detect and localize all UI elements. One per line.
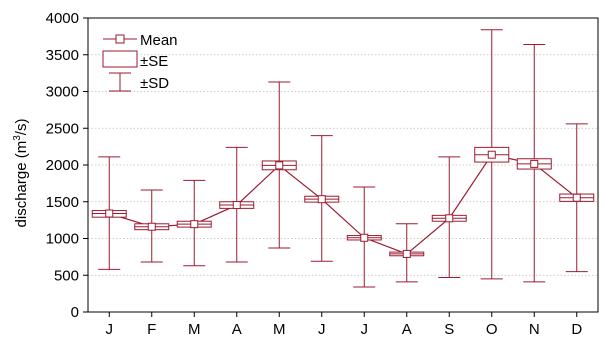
mean-marker [487,150,496,159]
y-axis-title: discharge (m3/s) [12,119,30,228]
y-tick-label-0: 0 [71,304,79,321]
y-tick-label-2: 1000 [46,231,79,248]
box-marks [91,29,595,288]
y-tick-label-7: 3500 [46,47,79,64]
month-3 [219,146,255,263]
mean-marker [105,209,114,218]
month-4 [261,81,297,249]
x-tick-label-11: D [571,321,582,338]
gridlines [88,54,598,276]
x-tick-label-9: O [486,321,498,338]
month-8 [431,156,467,278]
x-tick-label-7: A [402,321,412,338]
mean-marker [445,214,454,223]
legend-mean-marker [115,34,125,44]
legend: Mean ±SE ±SD [102,32,178,92]
mean-marker [232,201,241,210]
y-axis-title-superscript: 3 [12,135,23,141]
x-tick-label-2: M [188,321,201,338]
y-tick-label-5: 2500 [46,120,79,137]
x-tick-label-8: S [444,321,454,338]
x-tick-label-5: J [318,321,326,338]
month-10 [516,43,552,283]
month-0 [91,156,127,270]
mean-marker [402,249,411,258]
month-9 [474,29,510,280]
mean-marker [317,195,326,204]
y-axis: 0 500 1000 1500 2000 2500 3000 3500 4000 [46,10,88,321]
y-tick-label-4: 2000 [46,157,79,174]
month-1 [134,189,170,263]
x-tick-label-4: M [273,321,286,338]
mean-marker [190,220,199,229]
legend-se-label: ±SE [140,53,168,70]
y-tick-label-8: 4000 [46,10,79,27]
y-axis-title-main: discharge (m [13,141,30,228]
x-tick-label-3: A [232,321,242,338]
month-7 [389,223,425,283]
mean-marker [275,161,284,170]
mean-marker [147,222,156,231]
legend-sd-label: ±SD [140,75,169,92]
x-tick-label-0: J [106,321,114,338]
mean-marker [572,193,581,202]
x-tick-label-1: F [147,321,156,338]
month-2 [176,179,212,267]
mean-line [109,154,578,255]
month-5 [304,135,340,262]
y-tick-label-3: 1500 [46,194,79,211]
y-tick-label-6: 3000 [46,84,79,101]
x-tick-label-6: J [361,321,369,338]
y-axis-title-end: /s) [13,119,30,136]
month-6 [346,186,382,288]
legend-se-box [102,50,138,68]
legend-mean-label: Mean [140,32,178,49]
mean-marker [530,159,539,168]
y-tick-label-1: 500 [54,267,79,284]
x-tick-label-10: N [529,321,540,338]
month-11 [559,123,595,273]
mean-marker [360,233,369,242]
